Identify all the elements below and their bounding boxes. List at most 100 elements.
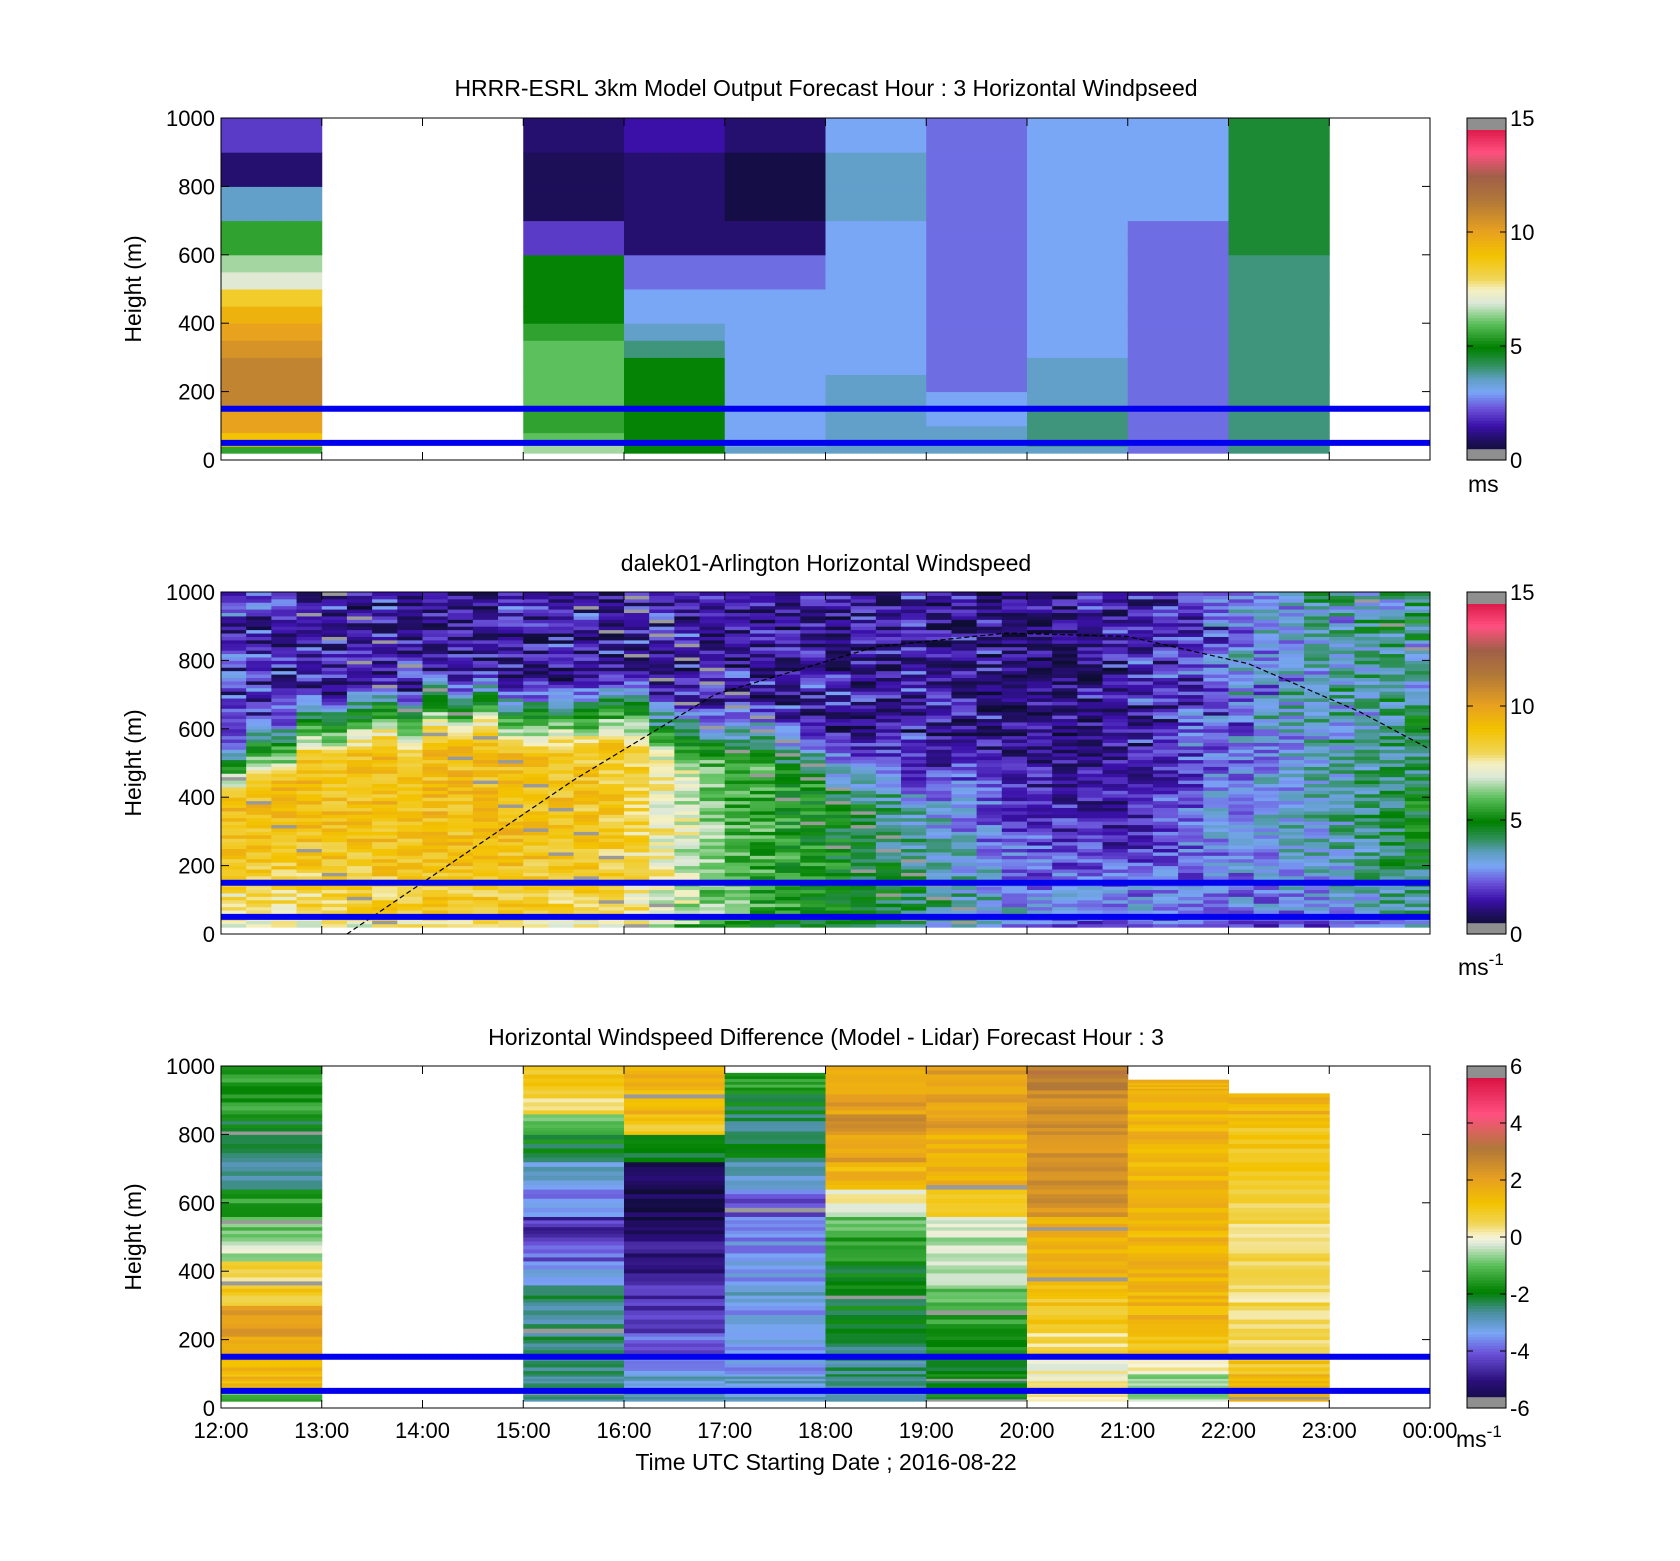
- heatmap-cell: [548, 732, 575, 737]
- heatmap-cell: [1152, 670, 1179, 675]
- heatmap-cell: [1152, 598, 1179, 603]
- heatmap-cell: [926, 425, 1028, 434]
- heatmap-cell: [624, 749, 650, 754]
- heatmap-cell: [1027, 612, 1053, 617]
- heatmap-cell: [271, 619, 298, 624]
- heatmap-cell: [1278, 827, 1305, 832]
- heatmap-cell: [523, 701, 549, 706]
- heatmap-cell: [246, 862, 272, 867]
- heatmap-cell: [724, 838, 751, 843]
- heatmap-cell: [1077, 797, 1104, 802]
- heatmap-cell: [825, 340, 927, 358]
- heatmap-cell: [901, 663, 927, 668]
- heatmap-cell: [321, 605, 348, 610]
- heatmap-cell: [1102, 711, 1129, 716]
- heatmap-cell: [825, 592, 852, 596]
- heatmap-cell: [1102, 718, 1129, 723]
- heatmap-cell: [800, 677, 826, 682]
- heatmap-cell: [699, 930, 726, 934]
- heatmap-cell: [901, 605, 927, 610]
- heatmap-cell: [1253, 817, 1280, 822]
- heatmap-cell: [472, 680, 499, 685]
- heatmap-cell: [749, 831, 776, 836]
- heatmap-cell: [221, 619, 247, 624]
- heatmap-cell: [800, 817, 826, 822]
- heatmap-cell: [447, 783, 474, 788]
- heatmap-cell: [850, 848, 877, 853]
- heatmap-cell: [498, 862, 524, 867]
- heatmap-cell: [1077, 872, 1104, 877]
- heatmap-cell: [875, 797, 902, 802]
- heatmap-cell: [1253, 721, 1280, 726]
- heatmap-cell: [699, 845, 726, 849]
- heatmap-cell: [472, 677, 499, 682]
- heatmap-cell: [724, 810, 751, 815]
- heatmap-cell: [1329, 715, 1355, 720]
- heatmap-cell: [321, 612, 348, 617]
- heatmap-cell: [1304, 677, 1330, 682]
- heatmap-cell: [850, 674, 877, 678]
- heatmap-cell: [624, 889, 650, 894]
- heatmap-cell: [422, 793, 449, 798]
- heatmap-cell: [548, 708, 575, 713]
- heatmap-cell: [1228, 612, 1255, 617]
- heatmap-cell: [346, 684, 373, 689]
- heatmap-cell: [1052, 602, 1078, 607]
- heatmap-cell: [649, 629, 675, 634]
- heatmap-cell: [1102, 687, 1129, 692]
- heatmap-cell: [321, 810, 348, 815]
- heatmap-cell: [624, 763, 650, 767]
- heatmap-cell: [875, 694, 902, 699]
- heatmap-cell: [1152, 745, 1179, 750]
- heatmap-cell: [296, 715, 323, 720]
- heatmap-cell: [951, 739, 978, 743]
- heatmap-cell: [624, 718, 650, 723]
- heatmap-cell: [548, 633, 575, 637]
- heatmap-cell: [699, 708, 726, 713]
- heatmap-cell: [724, 814, 751, 819]
- heatmap-cell: [951, 592, 978, 596]
- heatmap-cell: [498, 629, 524, 634]
- heatmap-cell: [372, 759, 398, 764]
- heatmap-cell: [221, 728, 247, 733]
- heatmap-cell: [749, 619, 776, 624]
- heatmap-cell: [1228, 804, 1255, 808]
- heatmap-cell: [598, 896, 625, 901]
- heatmap-cell: [926, 910, 952, 914]
- heatmap-cell: [598, 862, 625, 867]
- heatmap-cell: [1329, 708, 1355, 713]
- heatmap-cell: [1253, 797, 1280, 802]
- heatmap-cell: [825, 773, 852, 778]
- heatmap-cell: [1329, 910, 1355, 914]
- heatmap-cell: [724, 920, 751, 925]
- heatmap-cell: [825, 615, 852, 620]
- heatmap-cell: [1278, 622, 1305, 627]
- heatmap-cell: [447, 609, 474, 614]
- heatmap-cell: [825, 674, 852, 678]
- heatmap-cell: [699, 674, 726, 678]
- colorbar-cell: [1467, 129, 1506, 133]
- heatmap-cell: [1052, 691, 1078, 696]
- colorbar-cell: [1467, 308, 1506, 313]
- heatmap-cell: [1354, 824, 1381, 829]
- heatmap-cell: [775, 872, 801, 877]
- heatmap-cell: [1203, 831, 1229, 836]
- colorbar-cell: [1467, 445, 1506, 450]
- heatmap-cell: [1052, 855, 1078, 860]
- heatmap-cell: [221, 656, 247, 661]
- heatmap-cell: [397, 598, 423, 603]
- heatmap-cell: [246, 892, 272, 897]
- heatmap-cell: [221, 660, 247, 665]
- colorbar-cell: [1467, 425, 1506, 430]
- heatmap-cell: [1077, 656, 1104, 661]
- heatmap-cell: [1052, 605, 1078, 610]
- heatmap-cell: [346, 670, 373, 675]
- heatmap-cell: [649, 821, 675, 826]
- heatmap-cell: [321, 684, 348, 689]
- heatmap-cell: [875, 633, 902, 637]
- heatmap-cell: [976, 841, 1003, 846]
- colorbar-cell: [1467, 163, 1506, 168]
- heatmap-cell: [246, 742, 272, 747]
- heatmap-cell: [1178, 790, 1204, 795]
- heatmap-cell: [1152, 899, 1179, 904]
